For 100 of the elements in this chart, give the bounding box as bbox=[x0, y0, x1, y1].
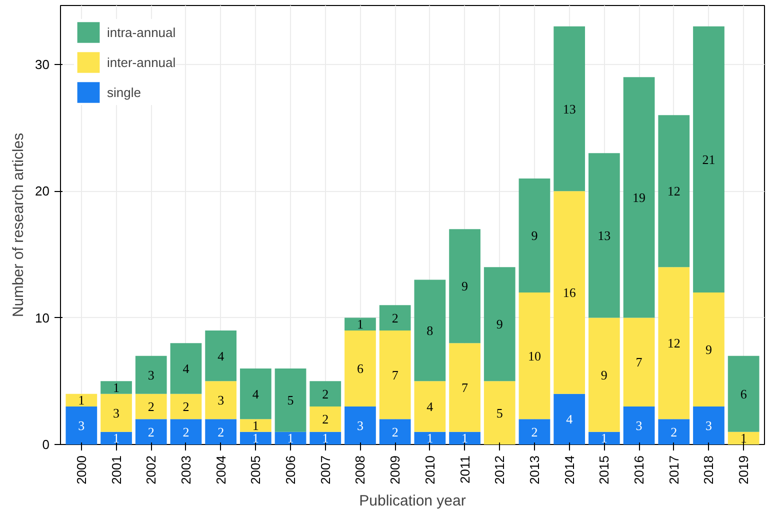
bar bbox=[588, 432, 620, 444]
data-label: 1 bbox=[252, 418, 259, 433]
data-label: 1 bbox=[740, 430, 747, 446]
data-label: 1 bbox=[322, 430, 329, 446]
bar bbox=[344, 318, 376, 330]
bar bbox=[623, 77, 655, 318]
bar bbox=[588, 318, 620, 432]
bar bbox=[379, 330, 411, 420]
bar bbox=[623, 318, 655, 406]
bar bbox=[170, 343, 202, 394]
x-tick-label: 2019 bbox=[736, 456, 752, 484]
data-label: 3 bbox=[148, 367, 154, 382]
data-label: 7 bbox=[462, 380, 469, 395]
bar bbox=[658, 419, 690, 444]
x-tick-label: 2016 bbox=[632, 456, 647, 484]
x-tick-label: 2005 bbox=[248, 456, 264, 484]
x-tick-label: 2017 bbox=[666, 456, 682, 484]
x-tick-label: 2011 bbox=[457, 455, 472, 484]
bar bbox=[310, 381, 342, 406]
x-tick-label: 2003 bbox=[178, 456, 194, 484]
data-label: 13 bbox=[562, 101, 576, 116]
y-axis-title: Number of research articles bbox=[10, 132, 28, 318]
bar bbox=[414, 381, 446, 432]
data-label: 2 bbox=[148, 398, 154, 414]
bar bbox=[449, 343, 480, 432]
x-tick-label: 2018 bbox=[701, 456, 716, 484]
bar bbox=[658, 267, 690, 420]
bar bbox=[518, 292, 550, 420]
bar bbox=[100, 432, 132, 444]
data-label: 2 bbox=[182, 398, 190, 414]
data-label: 2 bbox=[670, 424, 678, 440]
data-label: 12 bbox=[667, 184, 680, 199]
data-label: 1 bbox=[287, 430, 294, 446]
bar bbox=[554, 394, 586, 444]
data-label: 2 bbox=[322, 412, 329, 427]
x-tick-label: 2000 bbox=[74, 456, 89, 484]
x-tick-label: 2010 bbox=[422, 456, 438, 484]
bar bbox=[310, 432, 342, 444]
data-label: 5 bbox=[287, 392, 294, 408]
data-label: 2 bbox=[148, 424, 154, 440]
bar bbox=[554, 26, 586, 192]
data-label: 4 bbox=[182, 360, 190, 376]
bar bbox=[205, 381, 236, 420]
data-label: 9 bbox=[600, 367, 608, 382]
data-label: 16 bbox=[562, 284, 576, 300]
bar bbox=[66, 394, 98, 406]
data-label: 8 bbox=[426, 322, 434, 338]
bar bbox=[518, 419, 550, 444]
data-label: 7 bbox=[636, 354, 643, 370]
bar bbox=[274, 432, 306, 444]
data-label: 1 bbox=[78, 392, 85, 408]
data-label: 4 bbox=[218, 348, 225, 364]
x-tick-label: 2007 bbox=[318, 456, 333, 484]
bar bbox=[205, 419, 236, 444]
bar bbox=[310, 406, 342, 432]
bar bbox=[170, 419, 202, 444]
data-label: 9 bbox=[462, 278, 468, 294]
x-tick-label: 2002 bbox=[144, 456, 159, 484]
y-tick-label: 20 bbox=[35, 184, 50, 199]
bar bbox=[135, 419, 167, 444]
bar bbox=[693, 406, 724, 444]
bar bbox=[728, 356, 760, 432]
data-label: 1 bbox=[113, 430, 120, 446]
data-label: 3 bbox=[113, 405, 120, 420]
data-label: 2 bbox=[392, 310, 398, 326]
bar bbox=[379, 305, 411, 330]
data-label: 4 bbox=[426, 398, 434, 414]
bar bbox=[240, 368, 272, 420]
data-label: 2 bbox=[322, 386, 329, 402]
bar bbox=[623, 406, 655, 444]
data-label: 19 bbox=[632, 190, 646, 205]
bar bbox=[344, 330, 376, 406]
data-label: 2 bbox=[392, 424, 398, 440]
data-label: 3 bbox=[636, 418, 642, 433]
bar bbox=[379, 419, 411, 444]
data-label: 7 bbox=[392, 367, 399, 382]
x-tick-label: 2013 bbox=[526, 456, 542, 484]
x-axis-title: Publication year bbox=[359, 492, 466, 510]
bar bbox=[554, 191, 586, 394]
data-label: 21 bbox=[702, 152, 716, 167]
data-label: 9 bbox=[496, 316, 503, 332]
x-tick-label: 2008 bbox=[352, 456, 368, 484]
bar bbox=[274, 368, 306, 432]
data-label: 6 bbox=[356, 360, 364, 376]
bar bbox=[693, 292, 724, 406]
data-label: 1 bbox=[462, 430, 468, 446]
bar bbox=[240, 432, 272, 444]
y-tick-label: 30 bbox=[35, 56, 50, 72]
bar bbox=[205, 330, 236, 382]
data-label: 2 bbox=[182, 424, 190, 440]
data-label: 5 bbox=[496, 405, 503, 420]
data-label: 2 bbox=[531, 424, 538, 440]
legend-label: inter-annual bbox=[107, 54, 176, 70]
data-label: 1 bbox=[252, 430, 259, 446]
legend-label: single bbox=[107, 84, 141, 100]
x-tick-label: 2014 bbox=[562, 456, 577, 484]
bar bbox=[449, 432, 480, 444]
x-tick-label: 2001 bbox=[108, 456, 124, 484]
bar bbox=[728, 432, 760, 444]
x-tick-label: 2006 bbox=[283, 456, 298, 484]
